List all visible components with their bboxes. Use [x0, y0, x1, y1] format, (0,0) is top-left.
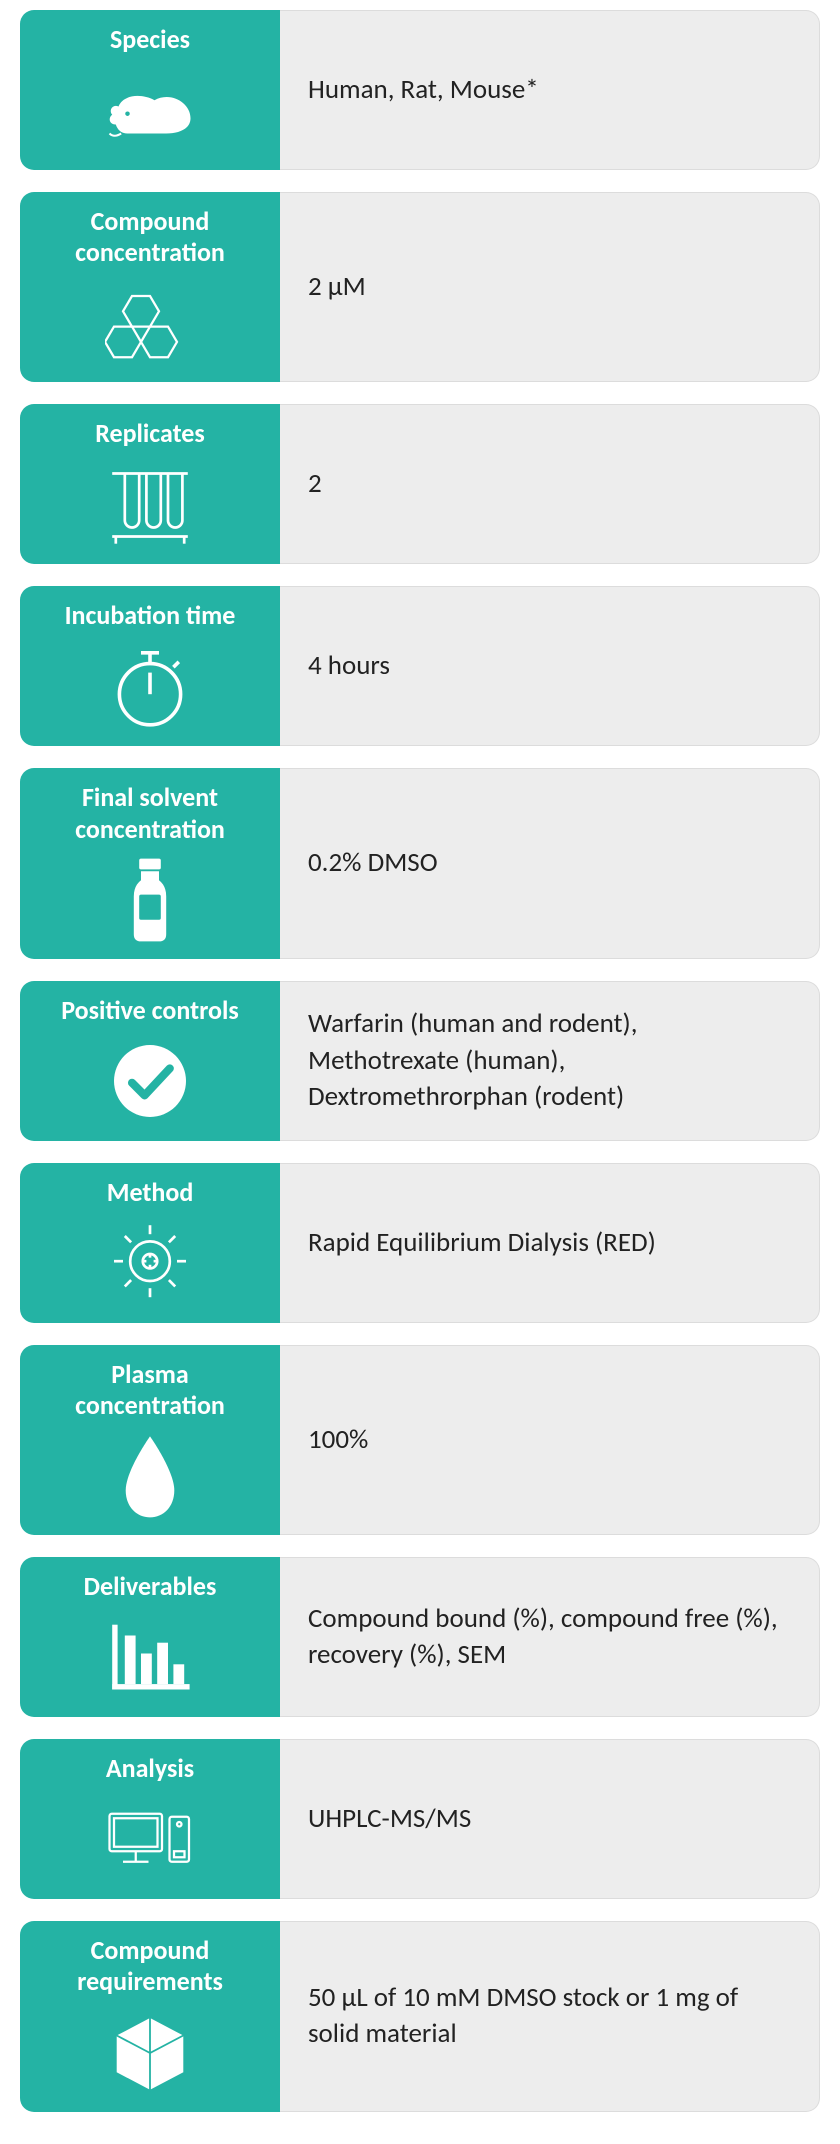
- chart-icon: [36, 1612, 264, 1703]
- spec-row: Deliverables Compound bound (%), compound…: [20, 1557, 820, 1717]
- spec-row: Plasma concentration 100%: [20, 1345, 820, 1535]
- spec-label: Plasma concentration: [36, 1359, 264, 1421]
- spec-row: Analysis UHPLC-MS/MS: [20, 1739, 820, 1899]
- spec-row: Positive controls Warfarin (human and rod…: [20, 981, 820, 1141]
- spec-row: Replicates 2: [20, 404, 820, 564]
- spec-value-cell: 50 µL of 10 mM DMSO stock or 1 mg of sol…: [280, 1921, 820, 2111]
- check-icon: [36, 1036, 264, 1127]
- spec-value-cell: 2: [280, 404, 820, 564]
- tubes-icon: [36, 460, 264, 551]
- spec-value-cell: Human, Rat, Mouse*: [280, 10, 820, 170]
- spec-label: Species: [110, 24, 190, 55]
- spec-row: Compound requirements 50 µL of 10 mM DMSO…: [20, 1921, 820, 2111]
- spec-value-cell: 4 hours: [280, 586, 820, 746]
- spec-value-cell: 0.2% DMSO: [280, 768, 820, 958]
- spec-value: Warfarin (human and rodent), Methotrexat…: [308, 1006, 791, 1115]
- spec-value: UHPLC-MS/MS: [308, 1801, 471, 1837]
- spec-label-cell: Final solvent concentration: [20, 768, 280, 958]
- spec-value-cell: 100%: [280, 1345, 820, 1535]
- spec-value: Human, Rat, Mouse*: [308, 72, 539, 108]
- bottle-icon: [36, 855, 264, 945]
- molecule-icon: [36, 278, 264, 368]
- spec-label: Analysis: [106, 1753, 194, 1784]
- spec-value-cell: Rapid Equilibrium Dialysis (RED): [280, 1163, 820, 1323]
- spec-label-cell: Positive controls: [20, 981, 280, 1141]
- spec-value: 2 µM: [308, 269, 366, 305]
- spec-value-cell: UHPLC-MS/MS: [280, 1739, 820, 1899]
- spec-row: Method Rapid Equilibrium Dialysis (RED): [20, 1163, 820, 1323]
- spec-value: 0.2% DMSO: [308, 845, 438, 881]
- spec-label-cell: Method: [20, 1163, 280, 1323]
- spec-row: Species Human, Rat, Mouse*: [20, 10, 820, 170]
- bulb-icon: [36, 1218, 264, 1309]
- spec-label: Final solvent concentration: [36, 782, 264, 844]
- spec-label-cell: Species: [20, 10, 280, 170]
- stopwatch-icon: [36, 642, 264, 733]
- spec-value: Compound bound (%), compound free (%), r…: [308, 1601, 791, 1674]
- spec-row: Incubation time 4 hours: [20, 586, 820, 746]
- spec-label-cell: Compound concentration: [20, 192, 280, 382]
- spec-row: Final solvent concentration 0.2% DMSO: [20, 768, 820, 958]
- mouse-icon: [36, 65, 264, 156]
- spec-label: Compound requirements: [36, 1935, 264, 1997]
- spec-label: Replicates: [95, 418, 205, 449]
- cube-icon: [36, 2008, 264, 2098]
- spec-value: 100%: [308, 1422, 368, 1458]
- spec-label-cell: Deliverables: [20, 1557, 280, 1717]
- spec-value: Rapid Equilibrium Dialysis (RED): [308, 1225, 656, 1261]
- spec-value-cell: Warfarin (human and rodent), Methotrexat…: [280, 981, 820, 1141]
- computer-icon: [36, 1794, 264, 1885]
- spec-label: Incubation time: [65, 600, 236, 631]
- spec-label: Deliverables: [84, 1571, 217, 1602]
- spec-label-cell: Replicates: [20, 404, 280, 564]
- spec-label-cell: Analysis: [20, 1739, 280, 1899]
- drop-icon: [36, 1431, 264, 1521]
- spec-label: Positive controls: [61, 995, 239, 1026]
- spec-label: Method: [107, 1177, 194, 1208]
- spec-value-cell: 2 µM: [280, 192, 820, 382]
- spec-label-cell: Compound requirements: [20, 1921, 280, 2111]
- spec-value-cell: Compound bound (%), compound free (%), r…: [280, 1557, 820, 1717]
- spec-label-cell: Incubation time: [20, 586, 280, 746]
- spec-table: Species Human, Rat, Mouse* Compound concen…: [20, 10, 820, 2112]
- spec-value: 4 hours: [308, 648, 390, 684]
- spec-row: Compound concentration 2 µM: [20, 192, 820, 382]
- spec-label: Compound concentration: [36, 206, 264, 268]
- spec-value: 2: [308, 466, 322, 502]
- spec-label-cell: Plasma concentration: [20, 1345, 280, 1535]
